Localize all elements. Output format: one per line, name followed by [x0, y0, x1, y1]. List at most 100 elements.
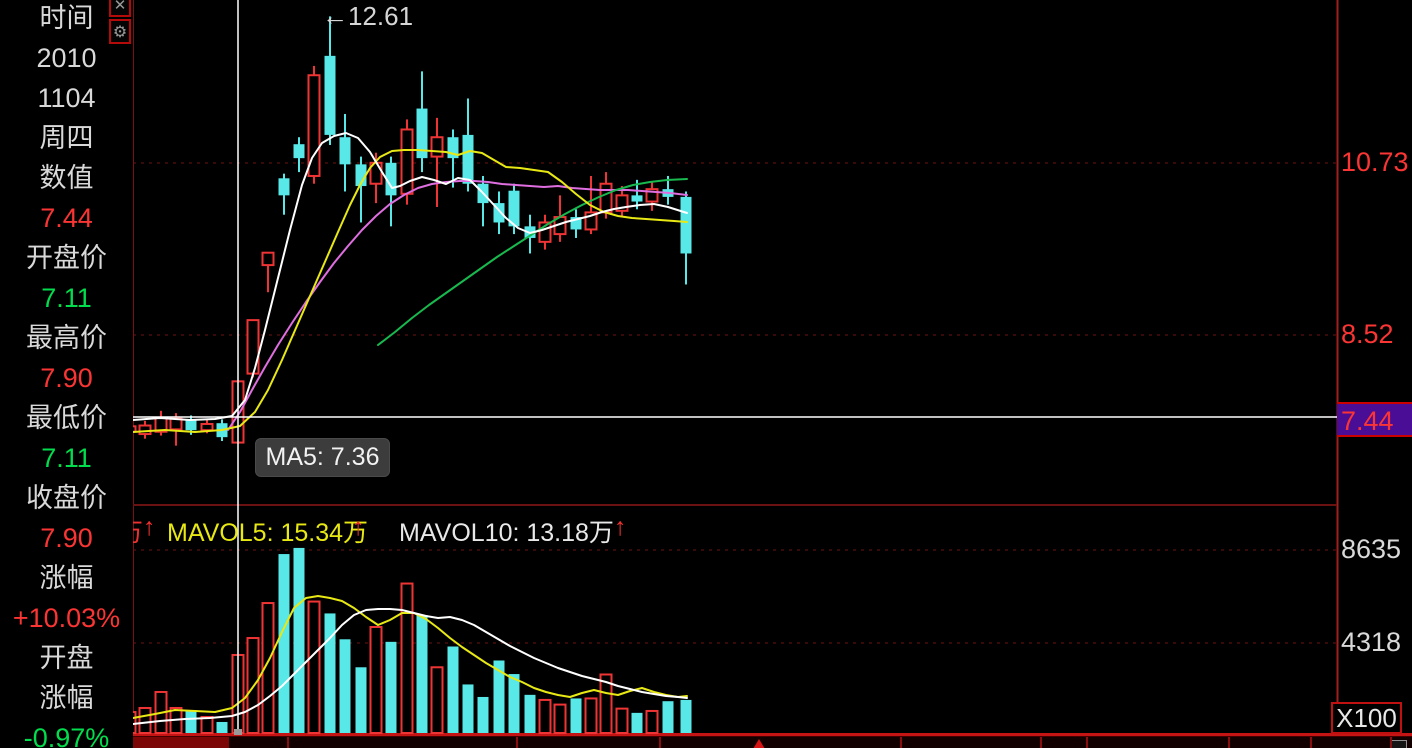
volume-axis-label-0: 8635: [1341, 534, 1402, 564]
candle-24[interactable]: [493, 203, 505, 223]
candle-8[interactable]: [246, 319, 260, 375]
volume-bar-5[interactable]: [200, 715, 214, 735]
sidebar-row-17: 涨幅: [39, 683, 94, 713]
bottom-bar-divider-0: [287, 737, 289, 748]
bottom-tab-active[interactable]: [133, 737, 229, 748]
volume-bar-26[interactable]: [524, 694, 536, 733]
ma10-line: [132, 149, 688, 433]
peak-price-annotation: ←12.61: [322, 1, 414, 31]
sidebar-row-12: 收盘价: [26, 483, 107, 513]
volume-bar-16[interactable]: [369, 626, 383, 734]
sidebar-row-8: 最高价: [26, 323, 107, 353]
collapse-icon[interactable]: ✕: [109, 0, 131, 17]
volume-bar-12[interactable]: [307, 600, 321, 734]
ma60-line: [377, 178, 688, 346]
volume-multiplier-button[interactable]: X100: [1331, 702, 1402, 734]
candle-34[interactable]: [645, 188, 659, 203]
bottom-bar-divider-6: [1228, 737, 1230, 748]
candle-20[interactable]: [430, 136, 444, 158]
volume-bar-29[interactable]: [570, 698, 582, 733]
volume-bar-36[interactable]: [680, 699, 692, 733]
volume-bar-20[interactable]: [430, 666, 444, 735]
candle-36[interactable]: [680, 196, 692, 254]
candle-33[interactable]: [631, 195, 643, 202]
candle-27[interactable]: [538, 221, 552, 243]
volume-bar-11[interactable]: [293, 547, 305, 733]
volume-bar-10[interactable]: [278, 554, 290, 733]
price-axis-label-0: 10.73: [1341, 147, 1409, 177]
volume-bar-25[interactable]: [508, 674, 520, 733]
candle-17[interactable]: [385, 162, 397, 196]
volume-bar-21[interactable]: [447, 646, 459, 733]
volume-bar-27[interactable]: [538, 698, 552, 734]
candle-10[interactable]: [278, 178, 290, 196]
mavol10-label: MAVOL10: 13.18万: [399, 519, 614, 547]
quote-sidebar: 时间 2010 1104 周四 数值 7.44 开盘价 7.11 最高价 7.90 最低价 7.11 收…: [0, 0, 133, 748]
candle-13[interactable]: [324, 55, 336, 135]
volume-bar-6[interactable]: [216, 721, 228, 733]
candle-22[interactable]: [462, 134, 474, 184]
volume-bar-23[interactable]: [477, 696, 489, 733]
volume-bar-1[interactable]: [138, 706, 152, 735]
sidebar-row-3: 周四: [39, 123, 94, 153]
sidebar-row-0: 时间: [39, 3, 94, 33]
volume-bar-35[interactable]: [662, 701, 674, 733]
candle-12[interactable]: [307, 74, 321, 177]
bottom-bar-divider-3: [900, 737, 902, 748]
volume-bar-17[interactable]: [385, 641, 397, 733]
volume-bar-33[interactable]: [631, 712, 643, 733]
candle-4[interactable]: [185, 419, 197, 431]
volume-bar-24[interactable]: [493, 660, 505, 733]
sidebar-row-6: 开盘价: [26, 243, 107, 273]
volume-bar-31[interactable]: [599, 673, 613, 734]
volume-bar-30[interactable]: [584, 697, 598, 734]
sidebar-row-2: 1104: [37, 83, 96, 113]
candle-11[interactable]: [293, 144, 305, 159]
volume-bar-14[interactable]: [339, 639, 351, 733]
volume-bar-18[interactable]: [400, 582, 414, 734]
sidebar-row-14: 涨幅: [39, 563, 94, 593]
volume-up-arrow-icon: ↑: [143, 513, 156, 541]
mavol5-up-arrow-icon: ↑: [352, 513, 365, 541]
candle-31[interactable]: [599, 182, 613, 214]
candle-14[interactable]: [339, 137, 351, 165]
volume-bar-28[interactable]: [553, 703, 567, 734]
candle-15[interactable]: [355, 164, 367, 187]
sidebar-row-11: 7.11: [41, 443, 92, 473]
candle-5[interactable]: [200, 422, 214, 432]
candle-9[interactable]: [261, 251, 275, 267]
sidebar-row-18: -0.97%: [23, 723, 110, 748]
mavol10-up-arrow-icon: ↑: [614, 513, 627, 541]
bottom-bar-mini-button[interactable]: [1391, 740, 1407, 748]
candle-1[interactable]: [138, 424, 152, 436]
volume-bar-4[interactable]: [185, 709, 197, 733]
crosshair-bottom-handle[interactable]: [234, 729, 242, 735]
volume-bar-13[interactable]: [324, 613, 336, 733]
sidebar-row-7: 7.11: [41, 283, 92, 313]
sidebar-row-5: 7.44: [40, 203, 93, 233]
candle-21[interactable]: [447, 137, 459, 159]
candle-25[interactable]: [508, 190, 520, 227]
candle-30[interactable]: [584, 211, 598, 231]
volume-bar-34[interactable]: [645, 709, 659, 735]
candle-19[interactable]: [416, 108, 428, 159]
volume-bar-15[interactable]: [355, 667, 367, 733]
volume-bar-19[interactable]: [416, 615, 428, 733]
bottom-tab-bar[interactable]: [133, 736, 1412, 748]
volume-bar-32[interactable]: [615, 707, 629, 734]
candle-32[interactable]: [615, 194, 629, 212]
gear-icon[interactable]: ⚙: [109, 19, 131, 44]
volume-bar-9[interactable]: [261, 602, 275, 734]
bottom-bar-divider-2: [659, 737, 661, 748]
sidebar-row-1: 2010: [36, 43, 97, 73]
volume-axis-label-1: 4318: [1341, 627, 1402, 657]
crosshair-price-badge: 7.44: [1337, 402, 1412, 437]
sidebar-row-10: 最低价: [26, 403, 107, 433]
candle-29[interactable]: [570, 217, 582, 230]
volume-bar-22[interactable]: [462, 684, 474, 733]
ma20-line: [227, 180, 688, 431]
sidebar-row-4: 数值: [39, 163, 94, 193]
marker-triangle-icon: [753, 739, 765, 748]
